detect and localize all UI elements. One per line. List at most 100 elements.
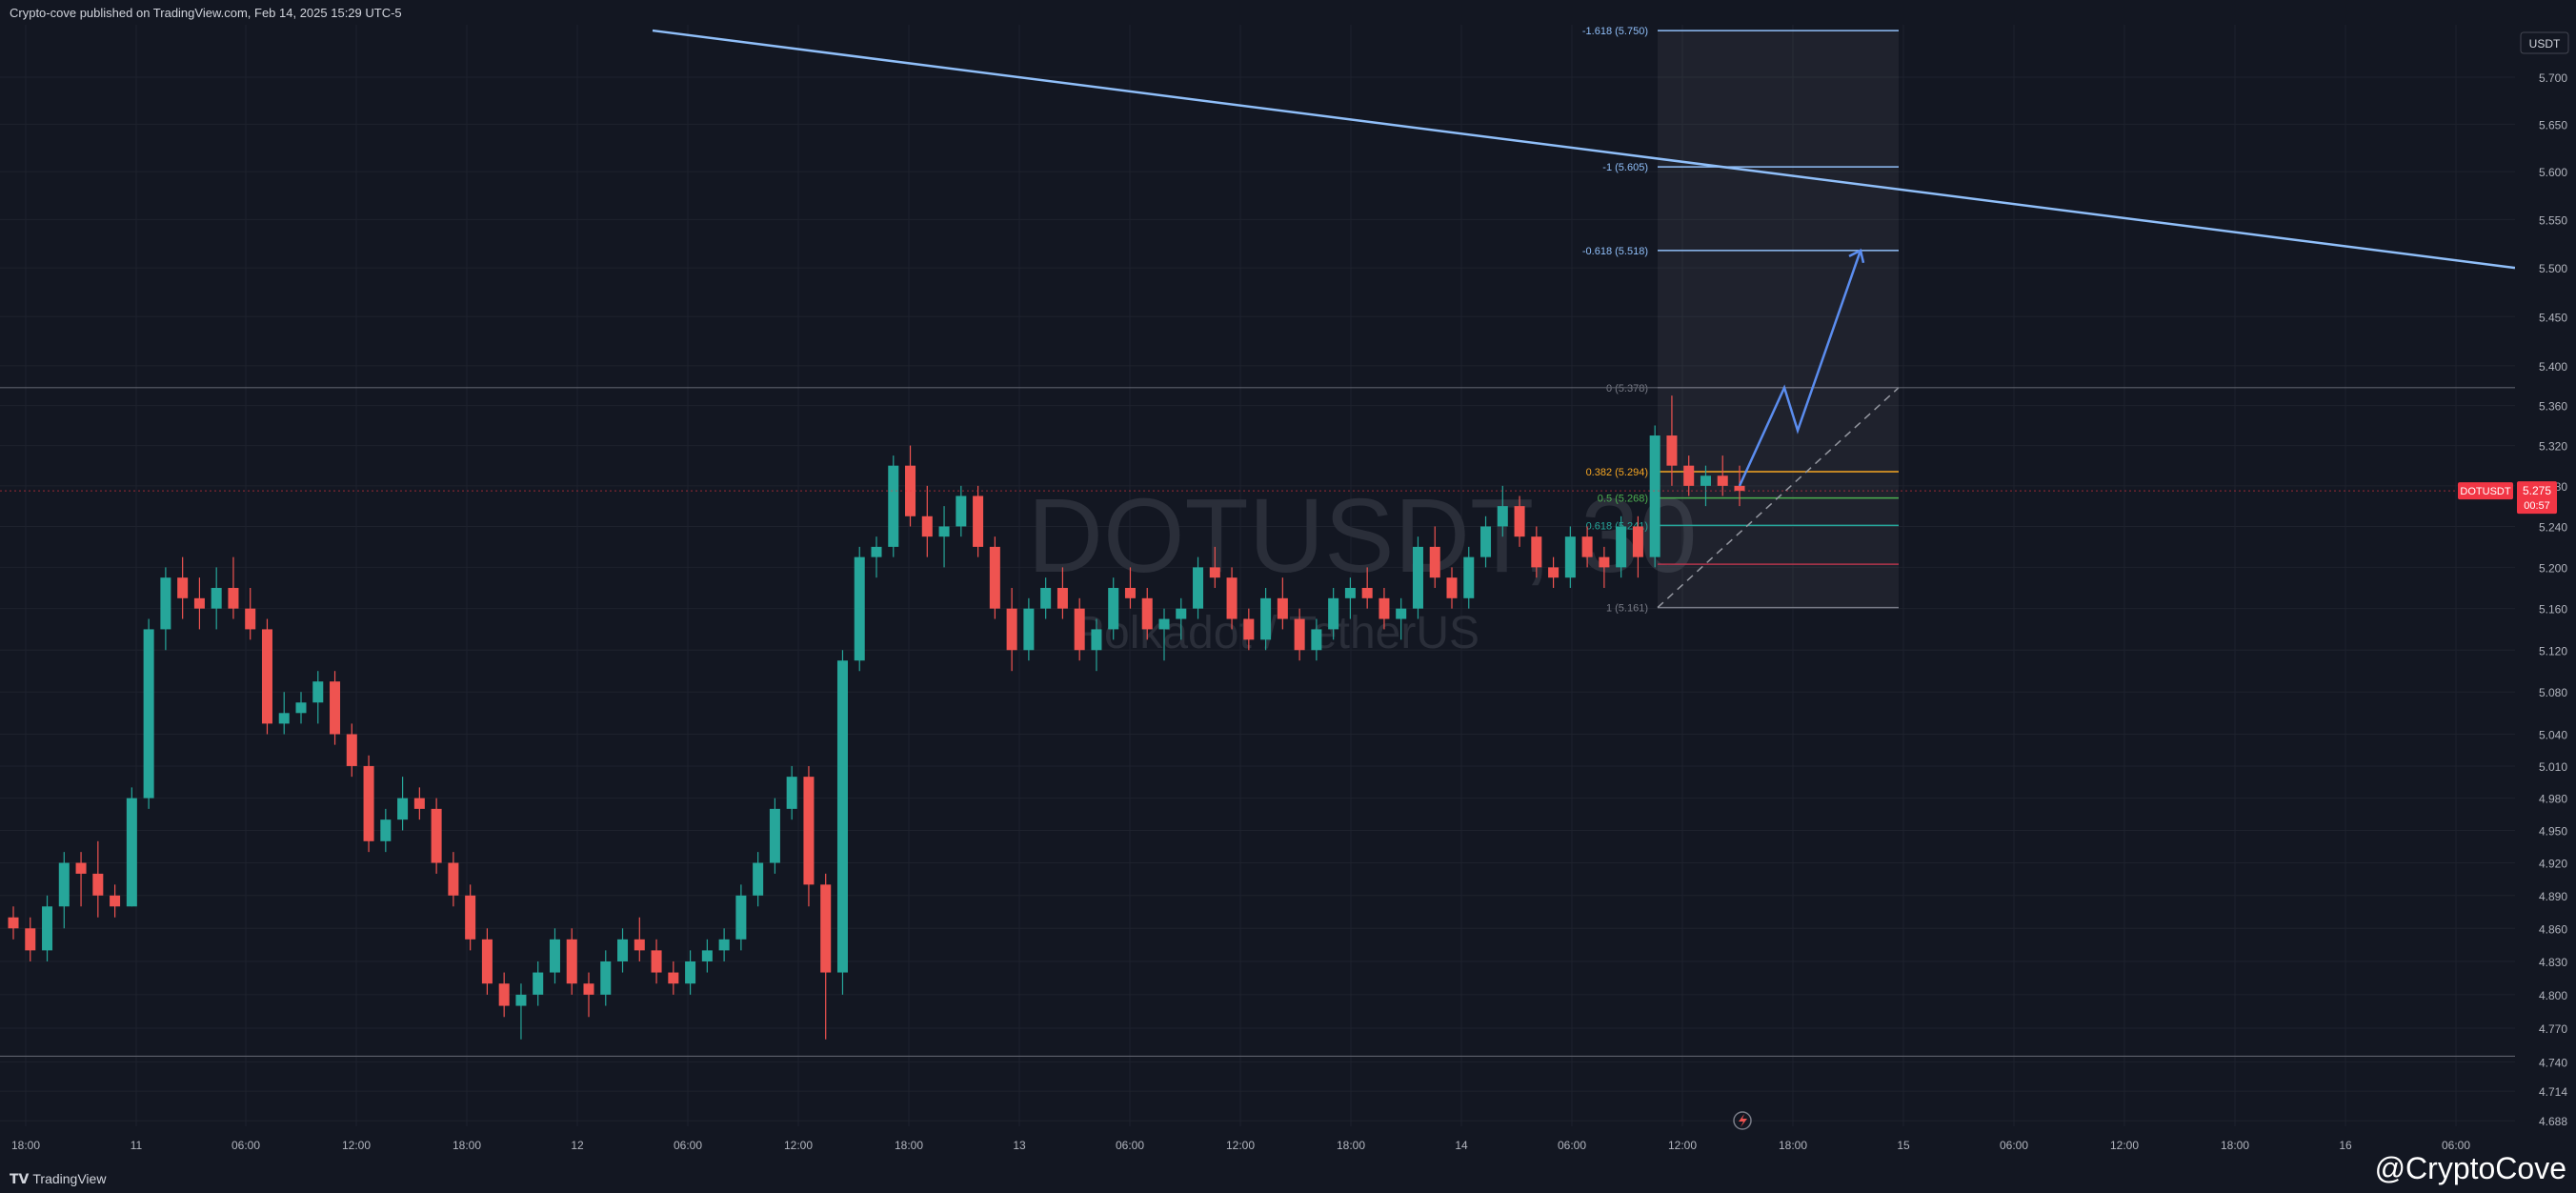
candle-body [1396,608,1407,619]
candle-body [413,798,425,809]
price-tick: 4.920 [2539,858,2567,871]
candle-body [1243,618,1255,640]
candle-body [1193,567,1204,609]
time-tick: 12:00 [2110,1139,2139,1152]
candle-body [600,960,612,995]
candle-body [193,597,205,609]
time-tick: 06:00 [1558,1139,1586,1152]
candle-body [1581,536,1593,557]
candle-body [92,873,104,896]
projection-path[interactable] [1738,248,1865,487]
price-tick: 5.700 [2539,71,2567,85]
tradingview-logo-text: TradingView [32,1171,107,1186]
candle-body [735,895,747,940]
candles [8,395,1745,1040]
candle-body [143,629,154,799]
candle-body [1311,629,1322,651]
candle-body [1023,608,1035,651]
time-tick: 06:00 [2000,1139,2028,1152]
time-tick: 18:00 [1779,1139,1807,1152]
publish-header: Crypto-cove published on TradingView.com… [0,0,2576,25]
time-axis[interactable]: 18:00 11 06:00 12:00 18:00 12 06:00 12:00 18:00 1… [11,1139,2470,1152]
price-tick: 4.770 [2539,1022,2567,1036]
price-axis[interactable]: 5.700 5.650 5.600 5.550 5.500 5.450 5.400 5.360… [2515,25,2576,1149]
price-tick: 4.800 [2539,989,2567,1002]
descending-trendline [652,29,2516,270]
candle-body [261,629,272,724]
last-price-bg [2517,481,2557,515]
price-tick: 5.200 [2539,561,2567,575]
candle-body [1514,506,1525,537]
lightning-icon-bolt [1739,1114,1747,1127]
candle-body [278,713,290,724]
horizontal-lines[interactable] [0,387,2515,1058]
candle-body [1683,465,1695,486]
candle-body [1480,526,1492,557]
candle-body [1006,608,1017,651]
candle-body [110,895,121,907]
candle-body [1158,618,1170,630]
candle-body [211,587,222,609]
price-tick: 5.550 [2539,213,2567,227]
price-tick: 4.890 [2539,890,2567,903]
candle-body [1548,567,1560,578]
candle-body [1599,556,1610,568]
tradingview-logo[interactable]: TV TradingView [10,1171,106,1187]
author-handle: @CryptoCove [2374,1151,2566,1185]
candle-body [228,587,239,609]
symbol-tag-bg [2458,482,2513,500]
watermark-subtitle: Polkadot / TetherUS [1074,608,1479,658]
time-tick: 11 [131,1139,143,1152]
symbol-tag: DOTUSDT [2460,486,2510,497]
candle-body [1074,608,1085,651]
fibonacci-extension[interactable]: -1.618 (5.750) -1 (5.605) -0.618 (5.518) 0 … [1582,26,1900,615]
candle-body [973,495,984,547]
price-axis-bg [2515,25,2576,1149]
candle-body [295,702,307,714]
candle-body [1616,526,1627,568]
candle-body [1294,618,1305,651]
candle-body [549,939,560,973]
candle-body [888,465,899,547]
candle-body [1344,587,1356,598]
candle-body [871,546,882,557]
candle-body [481,939,493,984]
trendline[interactable] [652,29,2516,270]
time-tick: 13 [1013,1139,1026,1152]
candle-body [1277,597,1288,619]
candle-body [1124,587,1136,598]
time-tick: 18:00 [1337,1139,1365,1152]
candle-body [1379,597,1390,619]
candle-body [651,950,662,973]
time-tick: 14 [1455,1139,1468,1152]
fib-level-label: 0 (5.378) [1606,383,1648,394]
candle-body [245,608,256,630]
candle-body [1057,587,1068,609]
candle-body [836,660,848,973]
price-tick: 5.650 [2539,118,2567,131]
price-tick: 5.600 [2539,166,2567,179]
candle-body [685,960,696,984]
price-tick: 5.240 [2539,520,2567,534]
price-tick: 4.688 [2539,1115,2567,1128]
candle-body [583,983,594,995]
candle-body [1260,597,1272,640]
lightning-icon-circle [1733,1111,1752,1130]
candle-body [515,994,527,1006]
candle-body [1040,587,1052,609]
time-tick: 06:00 [2442,1139,2470,1152]
candle-body [718,939,730,951]
candle-body [854,556,865,661]
lightning-icon[interactable] [1733,1111,1752,1130]
grid [0,25,2515,1126]
candle-body [58,862,70,907]
price-tick: 5.360 [2539,400,2567,414]
candle-body [1412,546,1423,609]
candle-body [1497,506,1508,527]
price-tick: 4.980 [2539,793,2567,806]
price-tick: 5.080 [2539,686,2567,699]
candle-body [177,577,189,598]
fib-level-label: 1 (5.161) [1606,603,1648,615]
fib-level-label: 0.618 (5.241) [1586,520,1648,532]
